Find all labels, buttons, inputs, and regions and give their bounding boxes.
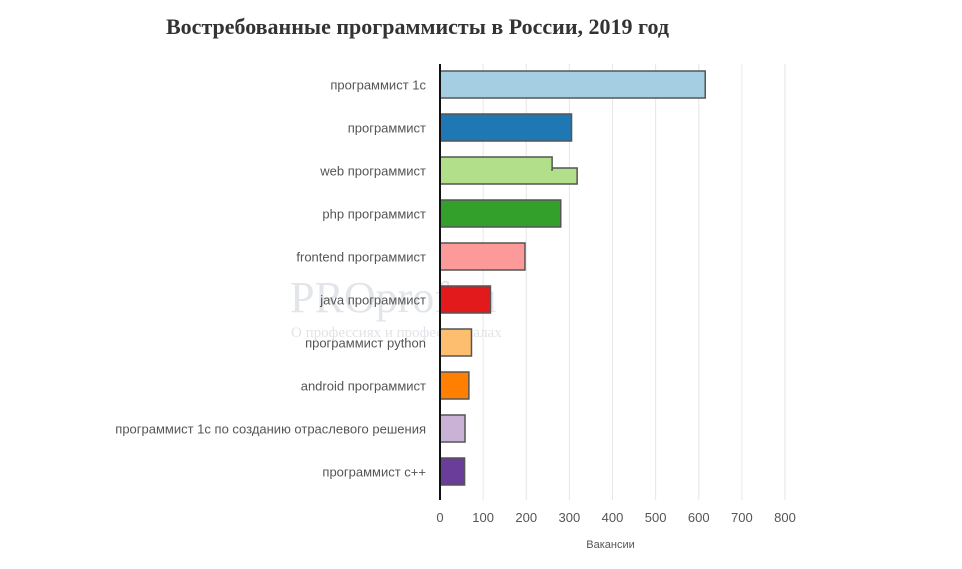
category-label: android программист — [301, 379, 426, 394]
x-axis-title: Вакансии — [586, 539, 635, 551]
bar — [439, 242, 526, 271]
category-label: программист — [348, 121, 426, 136]
x-tick-label: 0 — [436, 510, 443, 525]
bar — [439, 70, 706, 99]
x-tick-label: 400 — [602, 510, 624, 525]
x-tick-labels: 0 100 200 300 400 500 600 700 800 — [436, 510, 795, 525]
category-label: программист 1с по созданию отраслевого р… — [115, 422, 426, 437]
x-tick-label: 800 — [774, 510, 796, 525]
category-label: программист с++ — [322, 465, 426, 480]
bars — [439, 70, 706, 486]
bar — [439, 457, 466, 486]
category-label: java программист — [319, 293, 426, 308]
bar — [439, 371, 470, 400]
category-label: frontend программист — [296, 250, 426, 265]
category-label: программист python — [305, 336, 426, 351]
x-tick-label: 100 — [472, 510, 494, 525]
x-tick-label: 600 — [688, 510, 710, 525]
bar — [439, 328, 473, 357]
x-tick-label: 300 — [559, 510, 581, 525]
category-labels: программист 1с программист web программист… — [115, 78, 426, 480]
x-tick-label: 700 — [731, 510, 753, 525]
bar — [439, 113, 573, 142]
bar — [439, 285, 492, 314]
x-tick-label: 200 — [515, 510, 537, 525]
category-label: программист 1с — [330, 78, 426, 93]
x-tick-label: 500 — [645, 510, 667, 525]
category-label: web программист — [319, 164, 426, 179]
chart-title: Востребованные программисты в России, 20… — [166, 14, 669, 39]
category-label: php программист — [322, 207, 426, 222]
bar-seam-cover — [441, 166, 552, 171]
bar — [439, 199, 562, 228]
bar — [439, 414, 466, 443]
